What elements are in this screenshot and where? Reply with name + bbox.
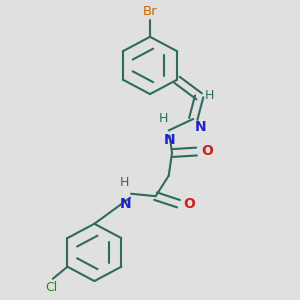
Text: H: H — [120, 176, 130, 189]
Text: O: O — [202, 144, 213, 158]
Text: N: N — [119, 197, 131, 211]
Text: N: N — [164, 134, 176, 147]
Text: H: H — [159, 112, 168, 125]
Text: O: O — [184, 197, 195, 211]
Text: H: H — [205, 89, 214, 102]
Text: Br: Br — [143, 5, 157, 18]
Text: N: N — [195, 120, 207, 134]
Text: Cl: Cl — [45, 281, 57, 294]
